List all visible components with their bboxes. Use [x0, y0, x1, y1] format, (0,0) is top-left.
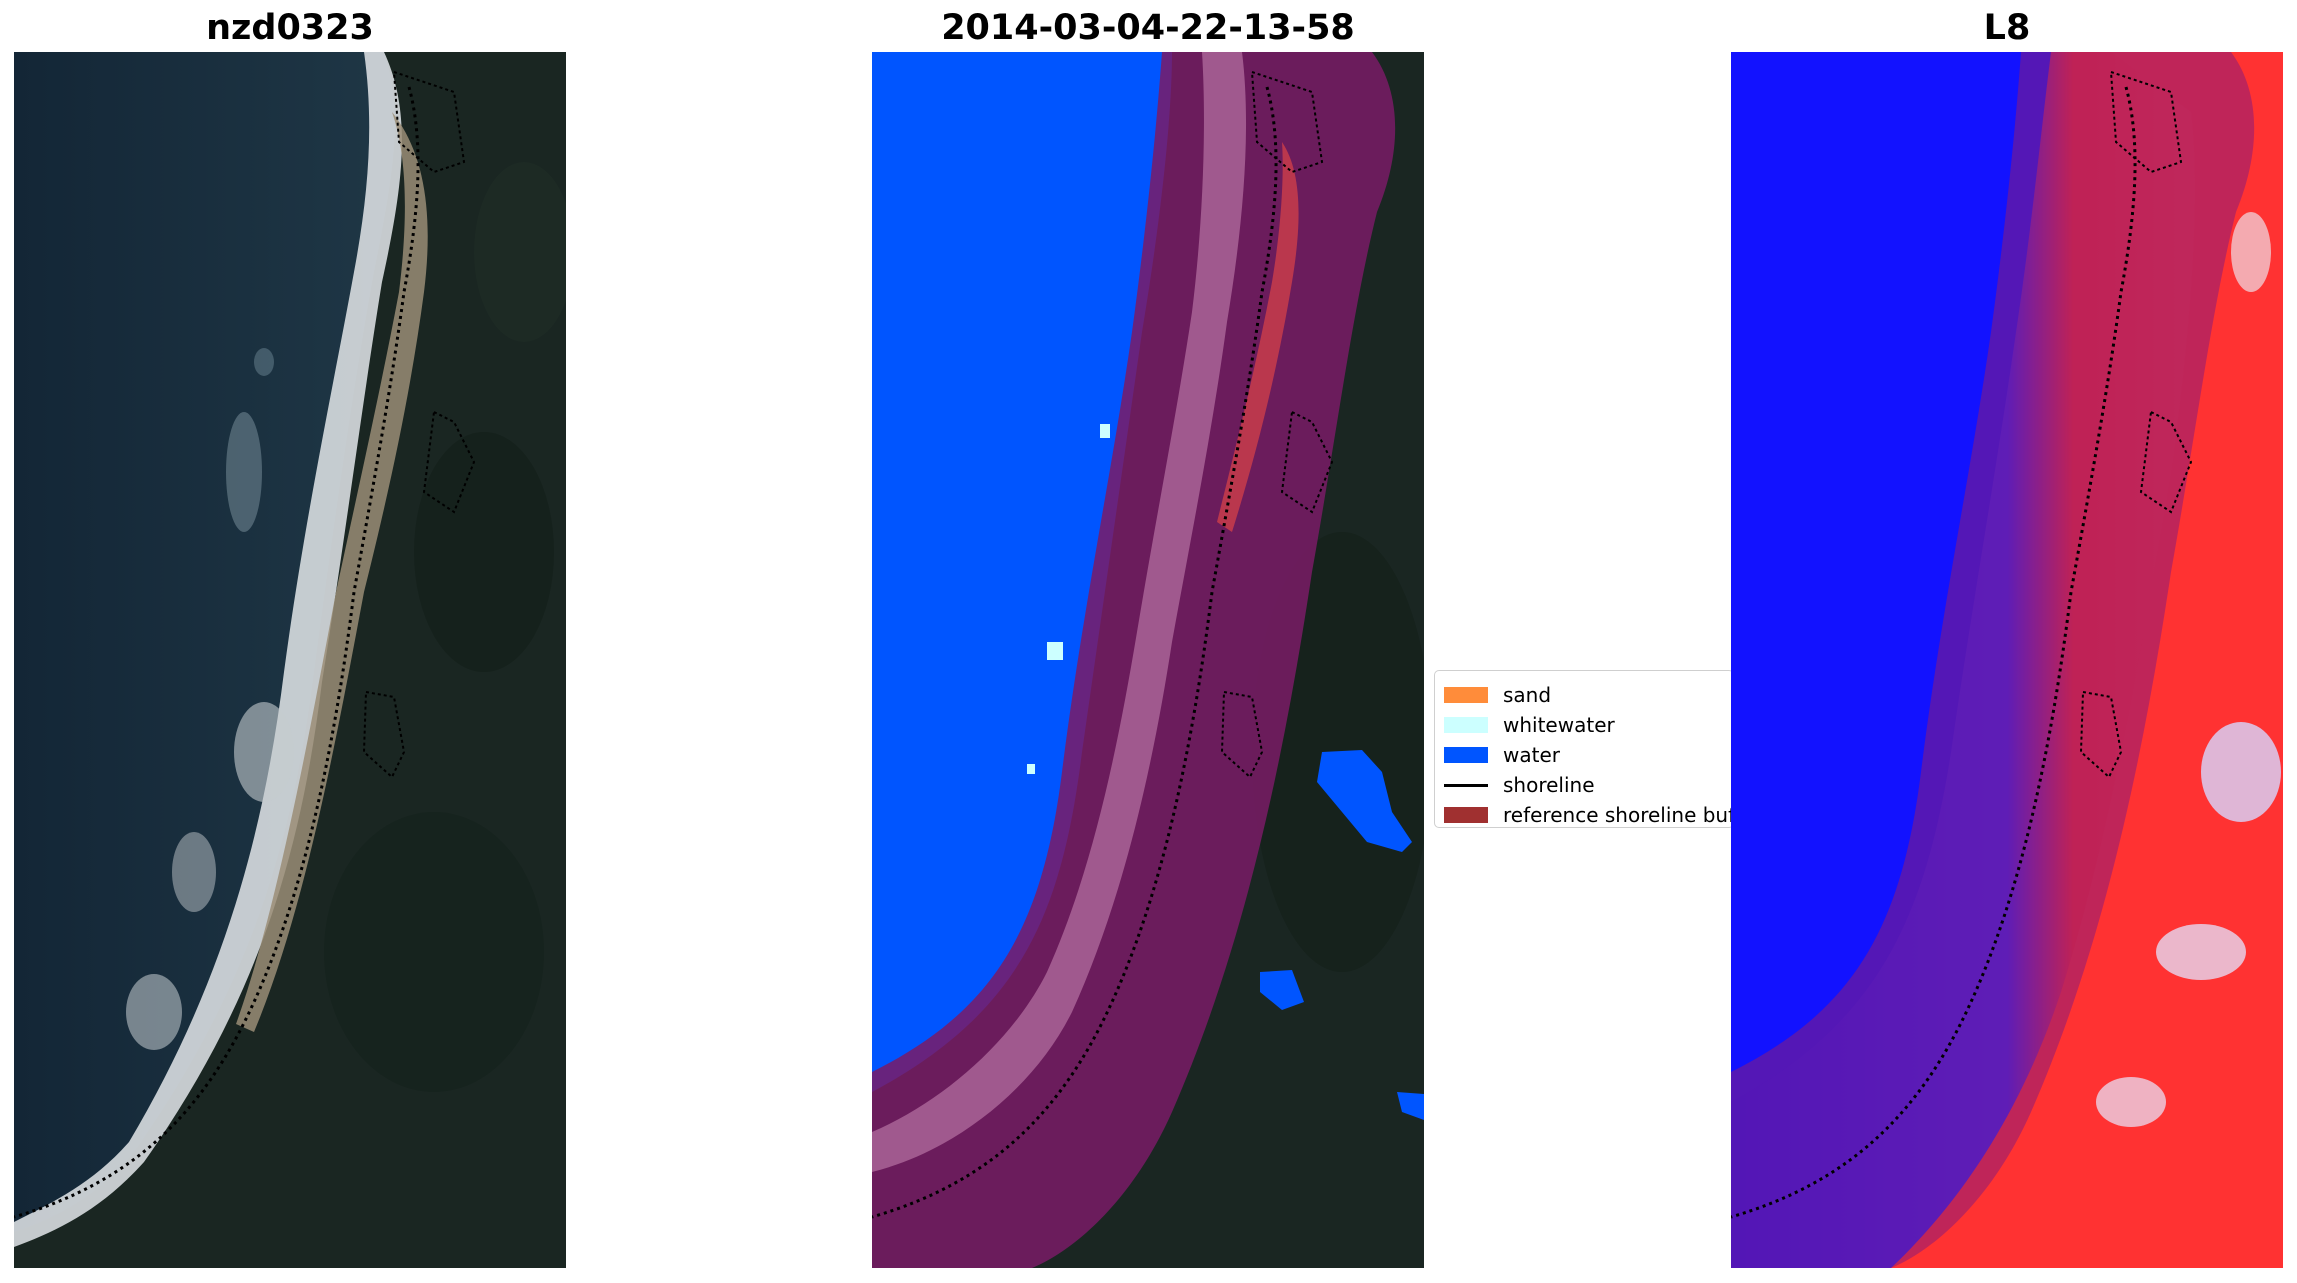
rgb-image-panel [14, 52, 566, 1268]
panel-title-rgb: nzd0323 [206, 8, 374, 48]
classified-image-panel [872, 52, 1424, 1268]
panel-title-mndwi: L8 [1983, 8, 2031, 48]
legend-item-buffer: reference shoreline buffer [1435, 801, 1734, 827]
classified-image [872, 52, 1424, 1268]
legend-swatch-sand [1444, 687, 1488, 703]
legend-item-shoreline: shoreline [1435, 771, 1733, 799]
legend-label-sand: sand [1503, 683, 1552, 707]
legend: sand whitewater water shoreline referenc… [1434, 670, 1734, 828]
legend-swatch-water [1444, 747, 1488, 763]
legend-swatch-whitewater [1444, 717, 1488, 733]
legend-swatch-buffer [1444, 807, 1488, 823]
panel-title-classified: 2014-03-04-22-13-58 [941, 8, 1355, 48]
rgb-satellite-image [14, 52, 566, 1268]
legend-label-shoreline: shoreline [1503, 773, 1595, 797]
legend-label-water: water [1503, 743, 1560, 767]
legend-item-sand: sand [1435, 681, 1733, 709]
legend-label-buffer: reference shoreline buffer [1503, 803, 1734, 827]
legend-item-water: water [1435, 741, 1733, 769]
mndwi-image-panel [1731, 52, 2283, 1268]
legend-line-shoreline [1444, 784, 1488, 787]
mndwi-image [1731, 52, 2283, 1268]
legend-label-whitewater: whitewater [1503, 713, 1615, 737]
legend-item-whitewater: whitewater [1435, 711, 1733, 739]
